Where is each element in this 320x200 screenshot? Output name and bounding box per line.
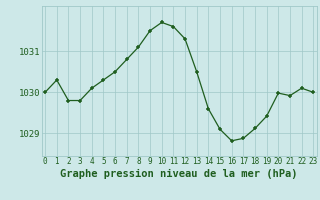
- X-axis label: Graphe pression niveau de la mer (hPa): Graphe pression niveau de la mer (hPa): [60, 169, 298, 179]
